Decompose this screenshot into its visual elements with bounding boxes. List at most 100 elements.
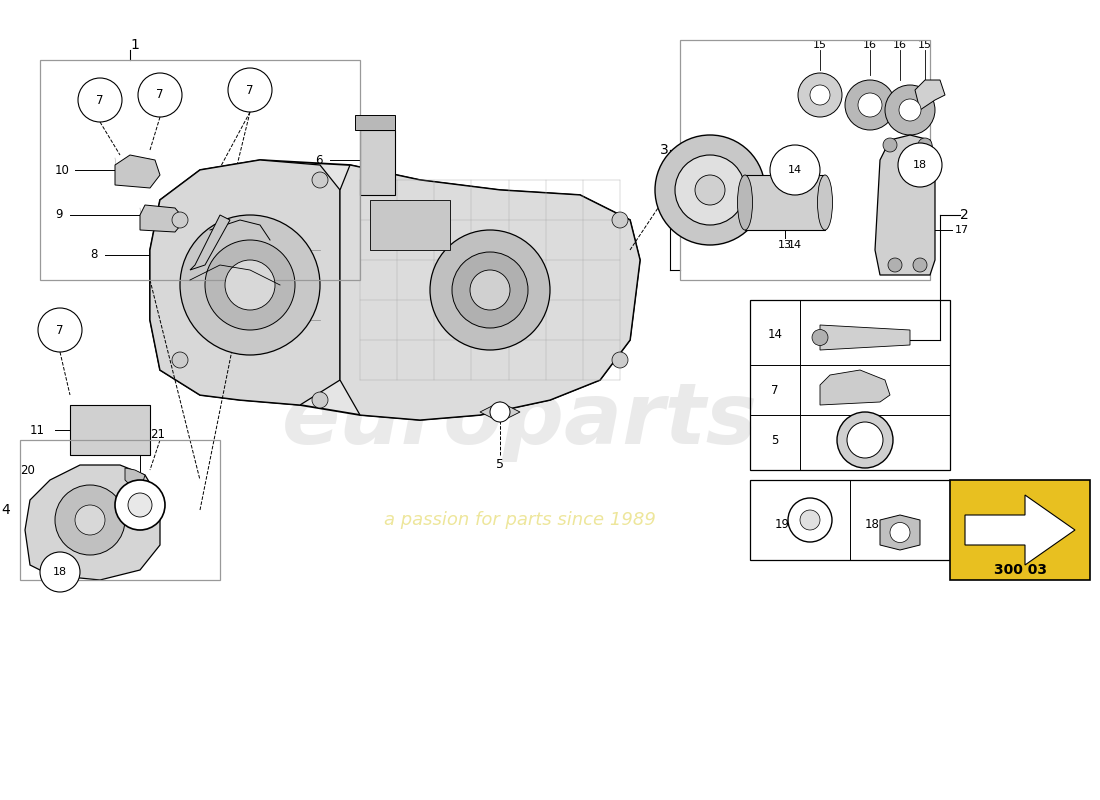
Circle shape [654, 135, 764, 245]
Circle shape [847, 422, 883, 458]
Circle shape [138, 73, 182, 117]
Bar [750, 300, 950, 470]
Text: 3: 3 [660, 143, 669, 157]
Polygon shape [140, 205, 185, 232]
Circle shape [312, 172, 328, 188]
Circle shape [695, 175, 725, 205]
Text: europarts: europarts [282, 378, 758, 462]
Circle shape [75, 505, 104, 535]
Circle shape [180, 215, 320, 355]
Circle shape [798, 73, 842, 117]
Text: 7: 7 [156, 89, 164, 102]
Polygon shape [874, 135, 935, 275]
Text: 19: 19 [776, 518, 790, 531]
Polygon shape [25, 465, 160, 580]
Polygon shape [820, 325, 910, 350]
Text: 2: 2 [960, 208, 969, 222]
Bar [750, 480, 950, 560]
Text: 15: 15 [918, 40, 932, 50]
Circle shape [228, 68, 272, 112]
Text: 10: 10 [55, 163, 70, 177]
Text: 15: 15 [813, 40, 827, 50]
Circle shape [858, 93, 882, 117]
Bar [20, 440, 220, 580]
Text: 14: 14 [768, 329, 782, 342]
Polygon shape [150, 160, 640, 420]
Bar [370, 200, 450, 250]
Polygon shape [190, 215, 230, 270]
Circle shape [812, 330, 828, 346]
Text: 16: 16 [893, 40, 907, 50]
Text: 4: 4 [1, 503, 10, 517]
Circle shape [675, 155, 745, 225]
Polygon shape [880, 515, 920, 550]
Text: 6: 6 [315, 154, 322, 166]
Circle shape [172, 212, 188, 228]
Polygon shape [116, 155, 160, 188]
Text: 18: 18 [913, 160, 927, 170]
Ellipse shape [817, 175, 833, 230]
Text: 5: 5 [496, 458, 504, 471]
Bar [745, 175, 825, 230]
Circle shape [470, 270, 510, 310]
Polygon shape [820, 370, 890, 405]
Circle shape [898, 143, 942, 187]
Text: 21: 21 [150, 429, 165, 442]
Polygon shape [965, 495, 1075, 565]
Circle shape [918, 138, 932, 152]
Circle shape [612, 352, 628, 368]
Text: 7: 7 [771, 383, 779, 397]
Text: 11: 11 [30, 423, 45, 437]
Circle shape [40, 552, 80, 592]
Circle shape [78, 78, 122, 122]
Text: 300 03: 300 03 [993, 563, 1046, 577]
Bar [680, 40, 930, 280]
Ellipse shape [737, 175, 752, 230]
Text: 7: 7 [56, 323, 64, 337]
Circle shape [55, 485, 125, 555]
Circle shape [39, 308, 82, 352]
Circle shape [770, 145, 820, 195]
Circle shape [312, 392, 328, 408]
Circle shape [430, 230, 550, 350]
Text: 5: 5 [771, 434, 779, 446]
Text: 20: 20 [20, 463, 35, 477]
Text: 14: 14 [788, 240, 802, 250]
Circle shape [612, 212, 628, 228]
Text: 16: 16 [864, 40, 877, 50]
Text: 8: 8 [90, 249, 98, 262]
Circle shape [913, 258, 927, 272]
Text: 19: 19 [132, 443, 147, 457]
Text: 18: 18 [53, 567, 67, 577]
Text: 18: 18 [865, 518, 880, 531]
Polygon shape [340, 165, 640, 420]
Circle shape [490, 402, 510, 422]
Text: 9: 9 [55, 209, 63, 222]
Text: 7: 7 [97, 94, 103, 106]
Circle shape [205, 240, 295, 330]
Bar [40, 60, 360, 280]
Text: 13: 13 [778, 240, 792, 250]
Polygon shape [355, 115, 395, 130]
Text: 1: 1 [130, 38, 139, 52]
Text: a passion for parts since 1989: a passion for parts since 1989 [384, 511, 656, 529]
Circle shape [128, 493, 152, 517]
Text: 14: 14 [788, 165, 802, 175]
Polygon shape [480, 402, 520, 422]
Circle shape [116, 480, 165, 530]
Bar [70, 405, 150, 455]
Circle shape [800, 510, 820, 530]
Bar [360, 130, 395, 195]
Bar [950, 480, 1090, 580]
Circle shape [845, 80, 895, 130]
Polygon shape [150, 160, 340, 405]
Text: 7: 7 [246, 83, 254, 97]
Circle shape [810, 85, 830, 105]
Circle shape [890, 522, 910, 542]
Circle shape [837, 412, 893, 468]
Text: 17: 17 [955, 225, 969, 235]
Text: 12: 12 [661, 185, 675, 195]
Circle shape [883, 138, 896, 152]
Circle shape [452, 252, 528, 328]
Circle shape [172, 352, 188, 368]
